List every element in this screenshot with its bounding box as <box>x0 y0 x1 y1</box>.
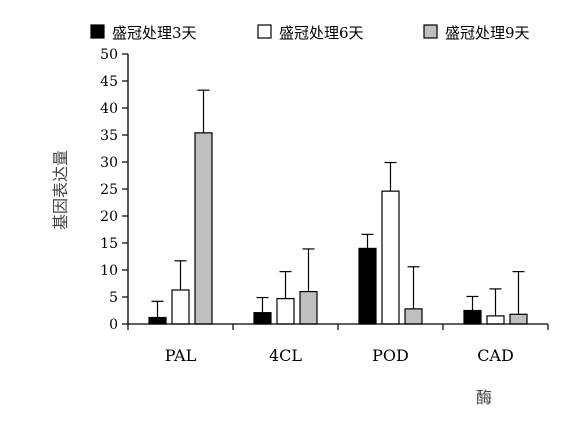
x-tick-label: 4CL <box>269 346 302 365</box>
legend-label: 盛冠处理6天 <box>279 24 364 42</box>
y-tick-label: 20 <box>100 209 118 225</box>
x-tick-label: PAL <box>165 346 197 365</box>
legend-label: 盛冠处理3天 <box>112 24 197 42</box>
bar <box>509 313 528 325</box>
bar <box>194 132 213 325</box>
bar <box>381 190 400 325</box>
legend: 盛冠处理3天 盛冠处理6天 盛冠处理9天 <box>90 24 530 42</box>
bars-group <box>148 89 528 325</box>
bar <box>358 247 377 325</box>
bar <box>404 308 423 325</box>
bar <box>148 316 167 325</box>
y-tick-label: 50 <box>100 47 118 63</box>
legend-swatch <box>257 24 272 39</box>
y-tick-label: 25 <box>100 182 118 198</box>
y-tick-label: 5 <box>109 290 118 306</box>
x-tick-label: CAD <box>477 346 514 365</box>
x-axis-title: 酶 <box>476 388 492 407</box>
axes-group: 0 5 10 15 20 25 30 35 40 45 50 PAL 4CL POD CAD <box>100 47 549 365</box>
bar <box>299 291 318 325</box>
bar <box>463 309 482 325</box>
bar <box>486 315 505 325</box>
legend-label: 盛冠处理9天 <box>445 24 530 42</box>
legend-swatch <box>423 24 438 39</box>
y-tick-label: 10 <box>100 263 118 279</box>
y-tick-label: 40 <box>100 101 118 117</box>
y-tick-label: 45 <box>100 74 118 90</box>
y-tick-label: 0 <box>109 317 118 333</box>
y-tick-label: 15 <box>100 236 118 252</box>
bar <box>276 298 295 325</box>
y-tick-label: 35 <box>100 128 118 144</box>
y-tick-label: 30 <box>100 155 118 171</box>
x-tick-label: POD <box>372 346 409 365</box>
bar <box>171 289 190 325</box>
bar <box>253 312 272 325</box>
legend-swatch <box>90 24 105 39</box>
y-axis-title: 基因表达量 <box>51 150 70 230</box>
